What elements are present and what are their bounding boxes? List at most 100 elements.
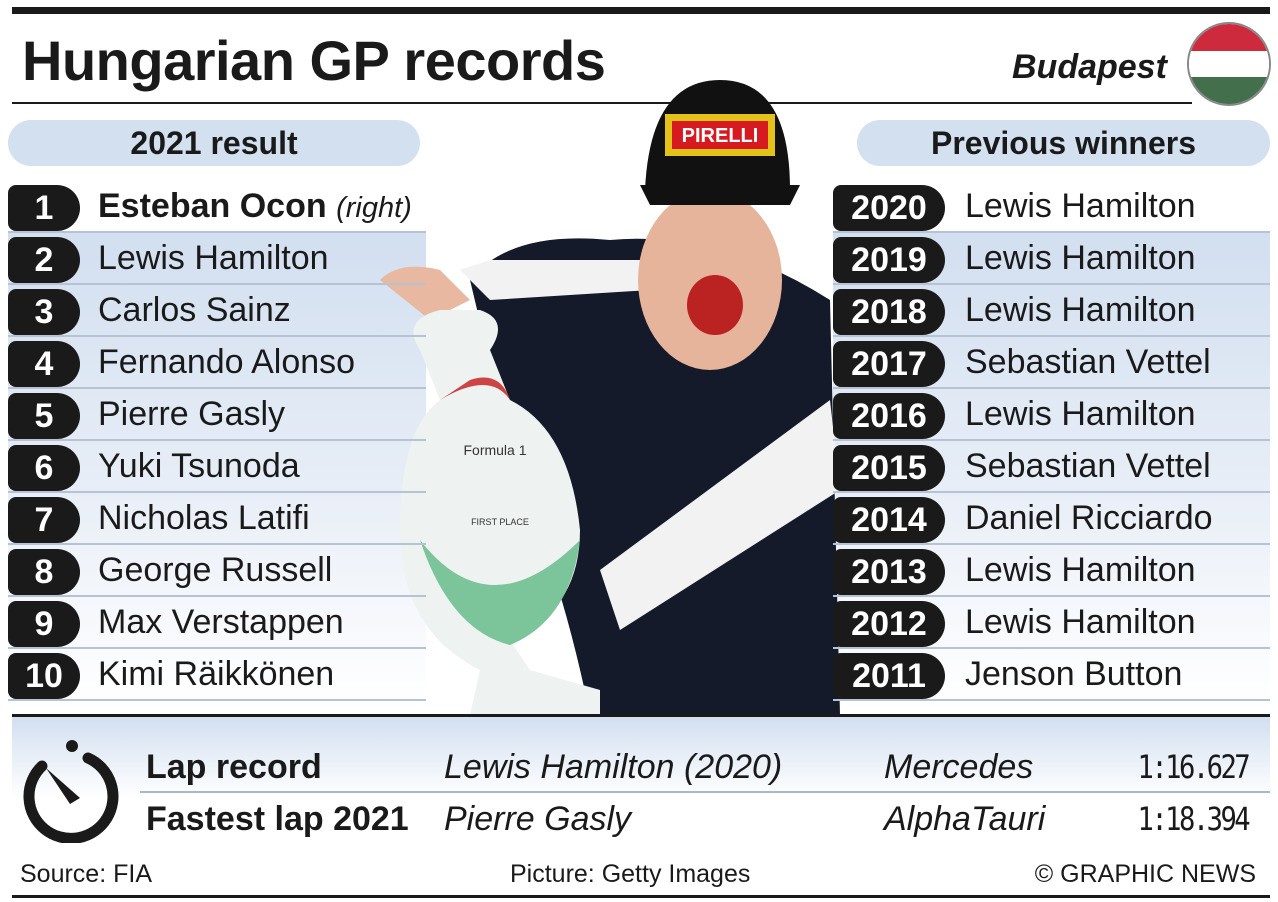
driver-name: George Russell <box>98 551 333 589</box>
winner-row: 2020 Lewis Hamilton <box>833 181 1270 233</box>
row-divider <box>8 595 426 597</box>
row-divider <box>8 699 426 701</box>
source: Source: FIA <box>20 860 152 888</box>
trophy-text: Formula 1 <box>463 442 526 458</box>
winner-row: 2016 Lewis Hamilton <box>833 389 1270 441</box>
position-badge: 7 <box>8 497 80 543</box>
winner-name: Lewis Hamilton <box>965 551 1196 589</box>
position-badge: 8 <box>8 549 80 595</box>
result-row: 1 Esteban Ocon (right) <box>8 181 426 233</box>
driver-name: Fernando Alonso <box>98 343 356 381</box>
row-divider <box>8 335 426 337</box>
year-badge: 2019 <box>833 237 945 283</box>
row-divider <box>8 491 426 493</box>
result-row: 6 Yuki Tsunoda <box>8 441 426 493</box>
row-divider <box>833 231 1270 233</box>
winner-name: Lewis Hamilton <box>965 603 1196 641</box>
stopwatch-icon <box>20 738 125 848</box>
winner-row: 2015 Sebastian Vettel <box>833 441 1270 493</box>
winner-name: Lewis Hamilton <box>965 187 1196 225</box>
page-title: Hungarian GP records <box>22 29 606 92</box>
driver-name: Max Verstappen <box>98 603 344 641</box>
row-divider <box>8 387 426 389</box>
driver-name: Lewis Hamilton <box>98 239 329 277</box>
position-badge: 10 <box>8 653 80 699</box>
winners-heading: Previous winners <box>857 120 1270 166</box>
top-rule <box>12 7 1270 14</box>
row-divider <box>8 439 426 441</box>
result-row: 4 Fernando Alonso <box>8 337 426 389</box>
row-divider <box>833 595 1270 597</box>
row-divider <box>8 543 426 545</box>
year-badge: 2016 <box>833 393 945 439</box>
year-badge: 2015 <box>833 445 945 491</box>
driver-name: Pierre Gasly <box>98 395 286 433</box>
photo-esteban-ocon: PIRELLI Formula 1 FIRST PLACE <box>360 70 840 715</box>
year-badge: 2017 <box>833 341 945 387</box>
position-badge: 6 <box>8 445 80 491</box>
result-row: 3 Carlos Sainz <box>8 285 426 337</box>
city-label: Budapest <box>1012 48 1167 86</box>
lap-driver: Pierre Gasly <box>444 800 632 838</box>
result-heading: 2021 result <box>8 120 420 166</box>
row-divider <box>833 491 1270 493</box>
winner-row: 2012 Lewis Hamilton <box>833 597 1270 649</box>
driver-name: Kimi Räikkönen <box>98 655 335 693</box>
winner-row: 2019 Lewis Hamilton <box>833 233 1270 285</box>
picture-credit: Picture: Getty Images <box>510 860 751 888</box>
position-badge: 4 <box>8 341 80 387</box>
result-row: 10 Kimi Räikkönen <box>8 649 426 701</box>
row-divider <box>833 699 1270 701</box>
section-rule <box>12 714 1270 717</box>
winner-name: Lewis Hamilton <box>965 239 1196 277</box>
driver-name: Yuki Tsunoda <box>98 447 300 485</box>
lap-driver: Lewis Hamilton (2020) <box>444 748 783 786</box>
lap-label: Lap record <box>146 748 322 786</box>
row-divider <box>8 283 426 285</box>
year-badge: 2014 <box>833 497 945 543</box>
row-divider <box>833 439 1270 441</box>
year-badge: 2018 <box>833 289 945 335</box>
result-row: 7 Nicholas Latifi <box>8 493 426 545</box>
lap-records-panel <box>12 717 1270 852</box>
row-divider <box>833 387 1270 389</box>
position-badge: 1 <box>8 185 80 231</box>
row-divider <box>833 335 1270 337</box>
lap-time: 1:18.394 <box>1137 800 1250 838</box>
year-badge: 2011 <box>833 653 945 699</box>
row-divider <box>833 283 1270 285</box>
winner-row: 2017 Sebastian Vettel <box>833 337 1270 389</box>
result-row: 5 Pierre Gasly <box>8 389 426 441</box>
lap-team: AlphaTauri <box>884 800 1046 838</box>
winner-name: Jenson Button <box>965 655 1183 693</box>
winner-row: 2013 Lewis Hamilton <box>833 545 1270 597</box>
position-badge: 5 <box>8 393 80 439</box>
copyright: © GRAPHIC NEWS <box>1034 860 1256 888</box>
row-divider <box>8 647 426 649</box>
winner-name: Lewis Hamilton <box>965 291 1196 329</box>
winner-name: Lewis Hamilton <box>965 395 1196 433</box>
result-row: 9 Max Verstappen <box>8 597 426 649</box>
winner-row: 2014 Daniel Ricciardo <box>833 493 1270 545</box>
lap-divider <box>140 791 1270 793</box>
result-row: 2 Lewis Hamilton <box>8 233 426 285</box>
title-rule <box>12 102 1192 104</box>
driver-name: Nicholas Latifi <box>98 499 310 537</box>
position-badge: 2 <box>8 237 80 283</box>
year-badge: 2020 <box>833 185 945 231</box>
year-badge: 2012 <box>833 601 945 647</box>
row-divider <box>833 647 1270 649</box>
cap-logo: PIRELLI <box>682 125 759 147</box>
driver-name: Carlos Sainz <box>98 291 291 329</box>
driver-note: (right) <box>336 192 412 224</box>
row-divider <box>8 231 426 233</box>
winner-row: 2011 Jenson Button <box>833 649 1270 701</box>
lap-time: 1:16.627 <box>1137 748 1250 786</box>
position-badge: 9 <box>8 601 80 647</box>
row-divider <box>833 543 1270 545</box>
lap-label: Fastest lap 2021 <box>146 800 409 838</box>
result-row: 8 George Russell <box>8 545 426 597</box>
year-badge: 2013 <box>833 549 945 595</box>
winner-name: Daniel Ricciardo <box>965 499 1213 537</box>
bottom-rule <box>12 895 1270 898</box>
